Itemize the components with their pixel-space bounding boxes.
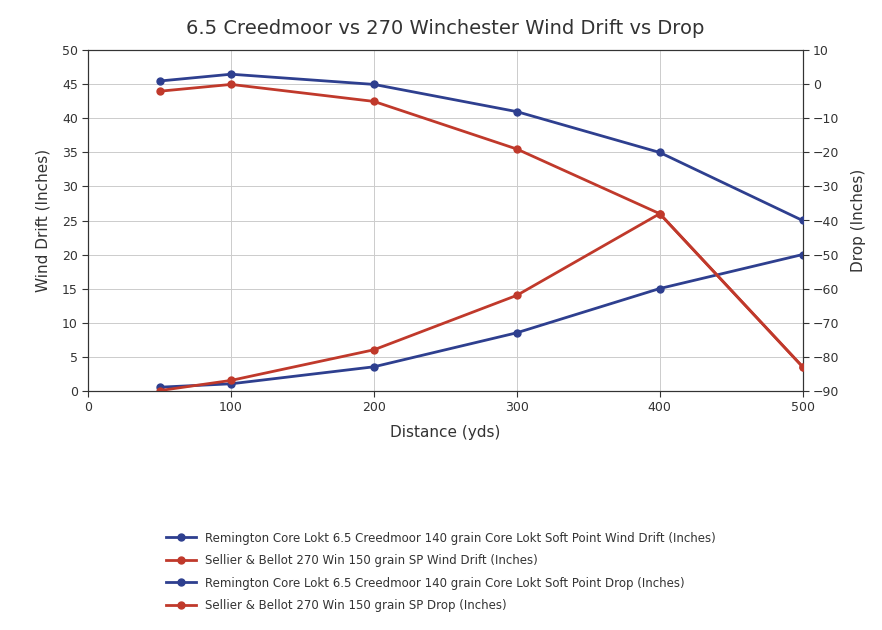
Sellier & Bellot 270 Win 150 grain SP Wind Drift (Inches) <box>226 377 236 384</box>
Remington Core Lokt 6.5 Creedmoor 140 grain Core Lokt Soft Point Drop (Inches) <box>369 81 379 88</box>
Sellier & Bellot 270 Win 150 grain SP Wind Drift (Inches) <box>512 292 522 299</box>
Sellier & Bellot 270 Win 150 grain SP Drop (Inches) <box>797 363 808 370</box>
Remington Core Lokt 6.5 Creedmoor 140 grain Core Lokt Soft Point Wind Drift (Inches) <box>154 384 165 391</box>
Remington Core Lokt 6.5 Creedmoor 140 grain Core Lokt Soft Point Wind Drift (Inches) <box>797 251 808 258</box>
Sellier & Bellot 270 Win 150 grain SP Wind Drift (Inches) <box>154 387 165 394</box>
Sellier & Bellot 270 Win 150 grain SP Wind Drift (Inches) <box>369 346 379 353</box>
Sellier & Bellot 270 Win 150 grain SP Wind Drift (Inches) <box>797 363 808 370</box>
Remington Core Lokt 6.5 Creedmoor 140 grain Core Lokt Soft Point Drop (Inches) <box>154 77 165 85</box>
Line: Sellier & Bellot 270 Win 150 grain SP Drop (Inches): Sellier & Bellot 270 Win 150 grain SP Dr… <box>156 81 806 370</box>
Y-axis label: Wind Drift (Inches): Wind Drift (Inches) <box>35 149 50 292</box>
Line: Remington Core Lokt 6.5 Creedmoor 140 grain Core Lokt Soft Point Wind Drift (Inches): Remington Core Lokt 6.5 Creedmoor 140 gr… <box>156 251 806 391</box>
Line: Sellier & Bellot 270 Win 150 grain SP Wind Drift (Inches): Sellier & Bellot 270 Win 150 grain SP Wi… <box>156 210 806 394</box>
Remington Core Lokt 6.5 Creedmoor 140 grain Core Lokt Soft Point Drop (Inches) <box>512 108 522 115</box>
Remington Core Lokt 6.5 Creedmoor 140 grain Core Lokt Soft Point Wind Drift (Inches) <box>369 363 379 370</box>
Sellier & Bellot 270 Win 150 grain SP Drop (Inches) <box>512 146 522 153</box>
Remington Core Lokt 6.5 Creedmoor 140 grain Core Lokt Soft Point Wind Drift (Inches) <box>512 329 522 336</box>
Legend: Remington Core Lokt 6.5 Creedmoor 140 grain Core Lokt Soft Point Wind Drift (Inc: Remington Core Lokt 6.5 Creedmoor 140 gr… <box>154 520 728 624</box>
Remington Core Lokt 6.5 Creedmoor 140 grain Core Lokt Soft Point Drop (Inches) <box>654 149 665 156</box>
Sellier & Bellot 270 Win 150 grain SP Wind Drift (Inches) <box>654 210 665 217</box>
Sellier & Bellot 270 Win 150 grain SP Drop (Inches) <box>154 88 165 95</box>
Remington Core Lokt 6.5 Creedmoor 140 grain Core Lokt Soft Point Drop (Inches) <box>797 217 808 224</box>
Remington Core Lokt 6.5 Creedmoor 140 grain Core Lokt Soft Point Drop (Inches) <box>226 71 236 78</box>
Remington Core Lokt 6.5 Creedmoor 140 grain Core Lokt Soft Point Wind Drift (Inches) <box>226 380 236 387</box>
Sellier & Bellot 270 Win 150 grain SP Drop (Inches) <box>369 98 379 105</box>
Title: 6.5 Creedmoor vs 270 Winchester Wind Drift vs Drop: 6.5 Creedmoor vs 270 Winchester Wind Dri… <box>186 19 705 38</box>
Y-axis label: Drop (Inches): Drop (Inches) <box>850 169 865 272</box>
X-axis label: Distance (yds): Distance (yds) <box>390 425 501 440</box>
Remington Core Lokt 6.5 Creedmoor 140 grain Core Lokt Soft Point Wind Drift (Inches) <box>654 285 665 292</box>
Line: Remington Core Lokt 6.5 Creedmoor 140 grain Core Lokt Soft Point Drop (Inches): Remington Core Lokt 6.5 Creedmoor 140 gr… <box>156 71 806 224</box>
Sellier & Bellot 270 Win 150 grain SP Drop (Inches) <box>226 81 236 88</box>
Sellier & Bellot 270 Win 150 grain SP Drop (Inches) <box>654 210 665 217</box>
